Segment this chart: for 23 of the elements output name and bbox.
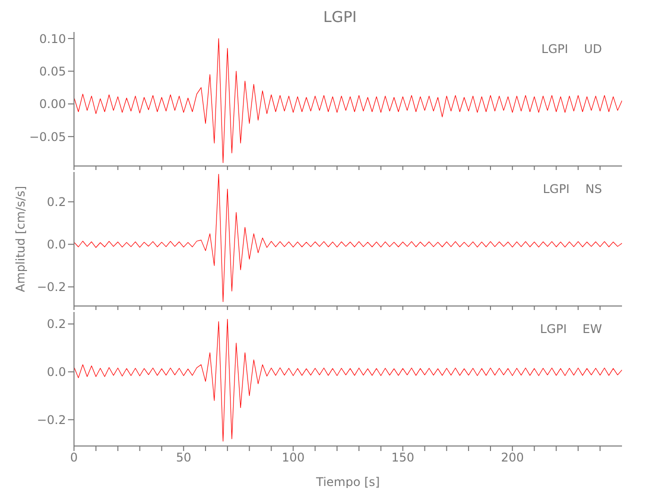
y-tick-label: −0.2: [36, 280, 66, 294]
y-tick-label: 0.2: [46, 317, 66, 332]
x-tick-label: 200: [500, 450, 524, 465]
x-tick-label: 150: [391, 450, 414, 465]
y-tick-label: −0.05: [29, 130, 66, 144]
line-series: [74, 38, 622, 164]
text: LGPI NS: [542, 182, 602, 196]
y-tick-label: −0.2: [36, 412, 66, 427]
x-tick-label: 50: [176, 450, 192, 465]
y-tick-label: 0.0: [46, 238, 66, 252]
x-tick-label: 0: [70, 450, 78, 465]
y-tick-label: 0.0: [46, 365, 66, 380]
y-tick-label: 0.10: [39, 32, 66, 46]
line-series: [74, 318, 622, 442]
y-axis-title: Amplitud [cm/s/s]: [13, 186, 28, 292]
y-tick-label: 0.05: [39, 64, 66, 78]
x-tick-label: 100: [282, 450, 305, 465]
text: LGPI UD: [541, 42, 602, 56]
line-series: [74, 174, 622, 302]
y-tick-label: 0.2: [46, 195, 66, 210]
y-tick-label: 0.00: [39, 97, 66, 112]
chart-title: LGPI: [322, 8, 358, 28]
text: LGPI EW: [540, 322, 602, 336]
